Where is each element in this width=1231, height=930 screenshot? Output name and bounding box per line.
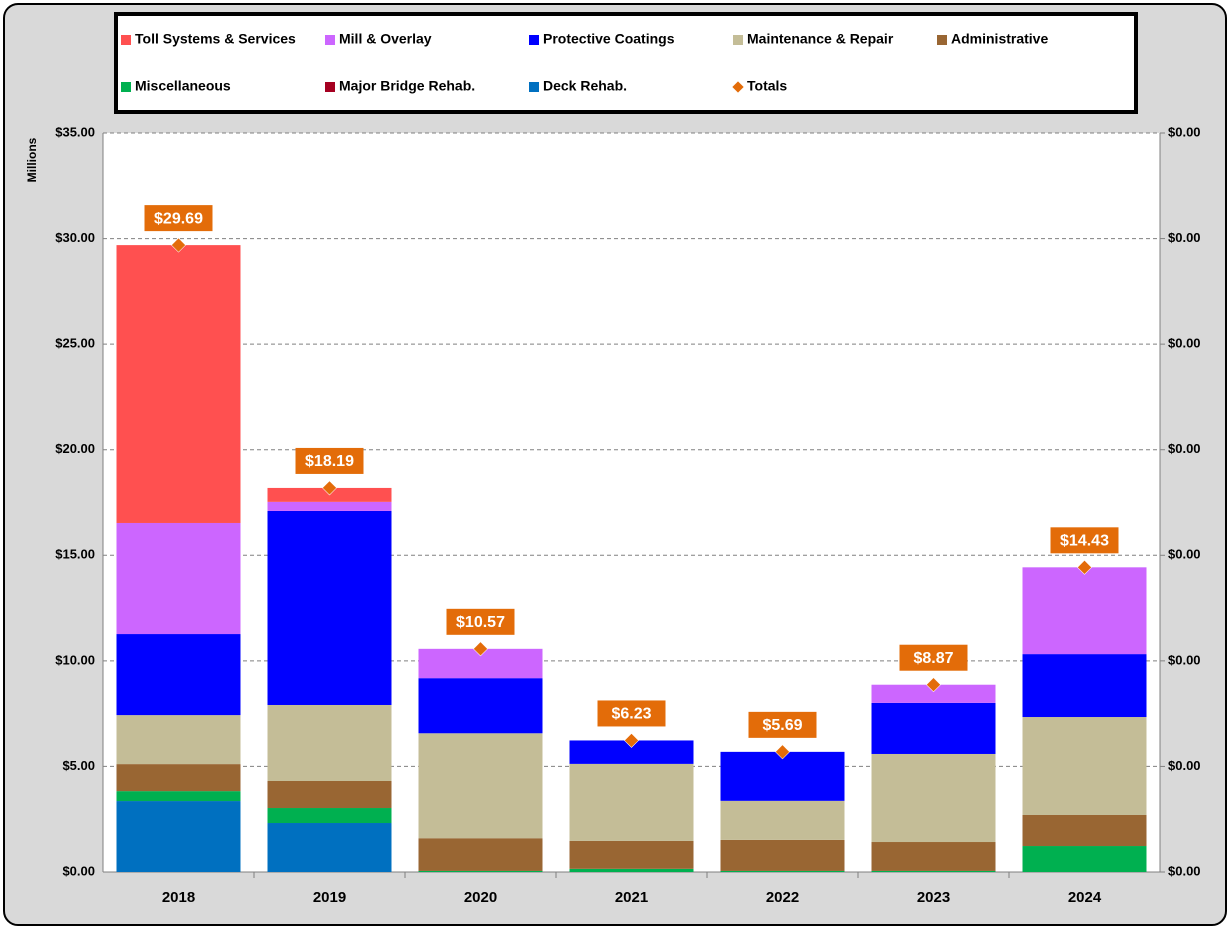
x-tick-label: 2023 [917, 889, 950, 906]
total-label-box [144, 205, 213, 232]
bar-segment [1022, 654, 1147, 718]
bar-segment [116, 245, 241, 523]
total-marker [473, 641, 488, 657]
bar-segment [267, 501, 392, 511]
bar-segment [267, 823, 392, 872]
total-label: $5.69 [762, 717, 802, 734]
y2-tick-label: $0.00 [1168, 758, 1201, 773]
y2-tick-label: $0.00 [1168, 124, 1201, 139]
total-label-box [899, 644, 968, 671]
total-marker [775, 744, 790, 760]
legend-label: Totals [747, 78, 787, 94]
total-label: $29.69 [154, 210, 203, 227]
bar-segment [1022, 717, 1147, 815]
bar-segment [569, 763, 694, 841]
bar-segment [418, 678, 543, 734]
legend-box [114, 12, 1138, 114]
legend-swatch [733, 35, 743, 45]
y-tick-label: $20.00 [55, 441, 95, 456]
y2-tick-label: $0.00 [1168, 336, 1201, 351]
bar-segment [116, 715, 241, 765]
total-marker [322, 480, 337, 496]
total-label-box [1050, 527, 1119, 554]
bar-segment [1022, 814, 1147, 847]
bar-segment [418, 838, 543, 871]
y-tick-label: $5.00 [62, 758, 95, 773]
y2-tick-label: $0.00 [1168, 547, 1201, 562]
bar-segment [1022, 846, 1147, 872]
legend-swatch [529, 82, 539, 92]
bar-segment [116, 801, 241, 872]
legend-swatch [121, 35, 131, 45]
bar-segment [720, 800, 845, 840]
bar-segment [267, 780, 392, 809]
x-tick-label: 2020 [464, 889, 497, 906]
bar-segment [720, 839, 845, 871]
y2-tick-label: $0.00 [1168, 441, 1201, 456]
bar-segment [1022, 567, 1147, 655]
total-label-box [446, 608, 515, 635]
legend-swatch [121, 82, 131, 92]
y2-tick-label: $0.00 [1168, 652, 1201, 667]
x-tick-label: 2021 [615, 889, 648, 906]
bar-segment [267, 808, 392, 824]
total-label: $8.87 [913, 650, 953, 667]
bar-segment [871, 870, 996, 872]
bar-segment [267, 510, 392, 705]
bar-segment [569, 740, 694, 764]
total-marker [171, 237, 186, 253]
y-tick-label: $10.00 [55, 652, 95, 667]
legend-label: Maintenance & Repair [747, 31, 894, 47]
bar-segment [871, 842, 996, 871]
bar-segment [871, 702, 996, 754]
legend-swatch [325, 35, 335, 45]
y-tick-label: $0.00 [62, 863, 95, 878]
total-marker [1077, 559, 1092, 575]
total-marker [624, 733, 639, 748]
y2-tick-label: $0.00 [1168, 230, 1201, 245]
bar-segment [720, 870, 845, 872]
y-tick-label: $30.00 [55, 230, 95, 245]
legend-label: Mill & Overlay [339, 31, 432, 47]
legend-swatch [325, 82, 335, 92]
bar-segment [569, 868, 694, 872]
y-axis-title: Millions [25, 137, 39, 182]
bar-segment [267, 704, 392, 781]
total-marker [926, 677, 941, 693]
y-tick-label: $25.00 [55, 336, 95, 351]
legend-label: Miscellaneous [135, 78, 231, 94]
y2-tick-label: $0.00 [1168, 863, 1201, 878]
bar-segment [871, 753, 996, 843]
bar-segment [569, 840, 694, 869]
total-label-box [748, 711, 817, 738]
bar-segment [116, 764, 241, 792]
legend-label: Protective Coatings [543, 31, 675, 47]
bar-segment [116, 634, 241, 716]
x-tick-label: 2019 [313, 889, 346, 906]
y-tick-label: $35.00 [55, 124, 95, 139]
x-tick-label: 2024 [1068, 889, 1102, 906]
total-label: $18.19 [305, 453, 354, 470]
total-label-box [295, 447, 364, 474]
bar-segment [871, 684, 996, 703]
bar-segment [418, 733, 543, 839]
x-tick-label: 2018 [162, 889, 195, 906]
legend-label: Major Bridge Rehab. [339, 78, 475, 94]
legend-label: Administrative [951, 31, 1048, 47]
x-tick-label: 2022 [766, 889, 799, 906]
total-label: $6.23 [611, 706, 651, 723]
bar-segment [116, 522, 241, 635]
bar-segment [720, 751, 845, 801]
bar-segment [418, 870, 543, 872]
bar-segment [116, 791, 241, 802]
total-label-box [597, 700, 666, 727]
legend-swatch [937, 35, 947, 45]
legend-label: Toll Systems & Services [135, 31, 296, 47]
legend-label: Deck Rehab. [543, 78, 627, 94]
total-label: $10.57 [456, 614, 505, 631]
legend-swatch [529, 35, 539, 45]
y-tick-label: $15.00 [55, 547, 95, 562]
total-label: $14.43 [1060, 533, 1109, 550]
